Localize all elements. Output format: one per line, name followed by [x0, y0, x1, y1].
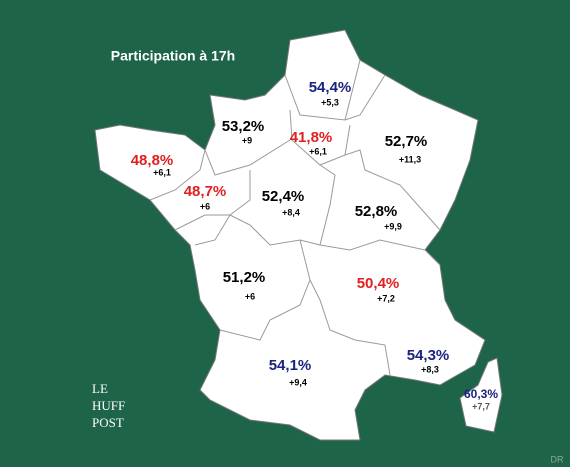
- participation-label: 54,1%: [269, 357, 312, 374]
- region-borders: [149, 59, 441, 376]
- participation-label: 60,3%: [464, 387, 498, 401]
- corsica-outline: [459, 357, 503, 433]
- participation-label: 51,2%: [223, 269, 266, 286]
- participation-label: 52,8%: [355, 203, 398, 220]
- participation-label: 50,4%: [357, 275, 400, 292]
- participation-label: 41,8%: [290, 129, 333, 146]
- logo-line: HUFF: [92, 398, 125, 413]
- change-label: +6: [245, 291, 255, 301]
- region-labels: 54,4%+5,353,2%+9 41,8%+6,152,7%+11,348,8%…: [131, 79, 499, 411]
- change-label: +5,3: [321, 97, 339, 107]
- participation-label: 53,2%: [222, 118, 265, 135]
- change-label: +6,1: [153, 167, 171, 177]
- change-label: +7,2: [377, 293, 395, 303]
- participation-label: 54,3%: [407, 347, 450, 364]
- participation-label: 48,7%: [184, 183, 227, 200]
- change-label: +8,4: [282, 207, 300, 217]
- change-label: +11,3: [399, 154, 421, 164]
- participation-label: 52,4%: [262, 188, 305, 205]
- change-label: +7,7: [472, 401, 490, 411]
- participation-label: 54,4%: [309, 79, 352, 96]
- participation-label: 52,7%: [385, 133, 428, 150]
- change-label: +8,3: [421, 364, 439, 374]
- change-label: +9: [242, 135, 252, 145]
- france-outline: [94, 29, 486, 441]
- change-label: +6: [200, 201, 210, 211]
- title: Participation à 17h: [111, 48, 235, 64]
- change-label: +9,9: [384, 221, 402, 231]
- change-label: +6,1: [309, 146, 327, 156]
- participation-label: 48,8%: [131, 152, 174, 169]
- logo-line: POST: [92, 415, 124, 430]
- change-label: +9,4: [289, 377, 307, 387]
- logo-line: LE: [92, 381, 108, 396]
- credit: DR: [551, 454, 564, 464]
